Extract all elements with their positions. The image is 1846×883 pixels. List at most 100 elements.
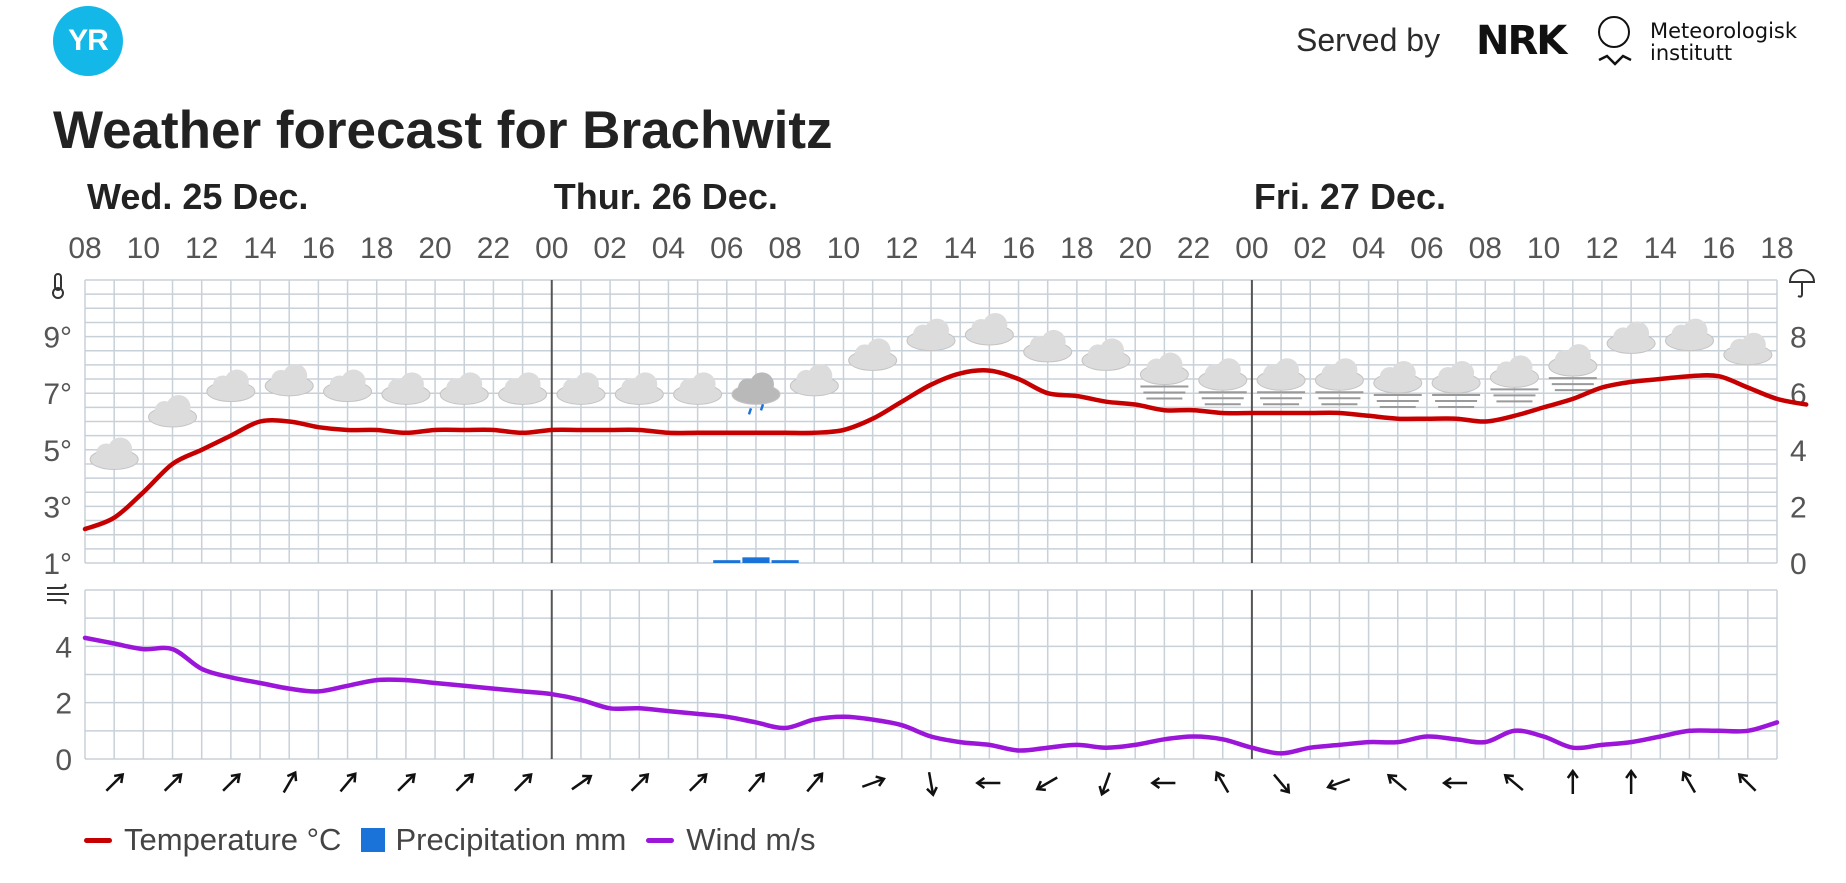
wind-direction-arrow: [688, 772, 708, 792]
x-tick-label: 14: [243, 232, 276, 265]
thermometer-bulb: [52, 287, 64, 299]
cloud-icon: [1664, 318, 1714, 352]
cloud-fill: [1317, 375, 1362, 390]
arrow-shaft: [282, 772, 296, 794]
arrow-head: [1035, 780, 1046, 792]
temp-y-tick: 5°: [43, 435, 72, 468]
x-tick-label: 20: [1119, 232, 1152, 265]
cloud-fill: [1725, 349, 1770, 364]
wind-direction-arrow: [926, 771, 938, 797]
nrk-logo[interactable]: NRK: [1476, 18, 1567, 64]
cloud-icon: [673, 372, 723, 405]
cloud-fill: [500, 389, 545, 404]
wind-direction-arrow: [1035, 776, 1058, 792]
x-tick-label: 16: [302, 232, 335, 265]
met-logo-circle: [1598, 16, 1630, 48]
wind-direction-arrow: [1737, 772, 1757, 792]
served-by-label: Served by: [1296, 22, 1441, 58]
temperature-line: [82, 368, 1809, 532]
cloud-fill: [1550, 361, 1595, 376]
wind-direction-arrow: [806, 772, 824, 793]
wind-direction-arrow: [339, 772, 357, 793]
arrow-head: [975, 776, 986, 790]
yr-logo[interactable]: YR: [53, 6, 123, 76]
x-tick-label: 04: [652, 232, 685, 265]
umbrella-handle: [1797, 282, 1803, 298]
cloud-fill: [617, 389, 662, 404]
precip-y-tick: 0: [1790, 548, 1807, 581]
arrow-head: [1681, 770, 1692, 782]
fog-cloud-icon: [1314, 358, 1364, 406]
cloud-icon: [1023, 329, 1073, 363]
cloud-fill: [1025, 346, 1070, 361]
rain-cloud-icon: [731, 372, 781, 415]
rain-drop: [747, 407, 753, 415]
wind-direction-arrow: [1273, 773, 1291, 794]
cloud-fill: [1434, 378, 1479, 393]
cloud-fill: [733, 389, 778, 404]
arrow-head: [639, 772, 650, 784]
x-tick-label: 00: [1235, 232, 1268, 265]
cloud-fill: [909, 335, 953, 350]
thermometer-icon: [52, 273, 64, 299]
arrow-head: [1098, 785, 1110, 797]
cloud-icon: [556, 372, 606, 405]
cloud-icon: [439, 372, 489, 405]
cloud-icon: [1606, 321, 1656, 354]
fog-cloud-icon: [1198, 358, 1248, 406]
cloud-icon: [1723, 332, 1773, 366]
cloud-icon: [89, 437, 139, 470]
arrow-shaft: [1328, 778, 1351, 788]
legend-temperature-label: Temperature °C: [124, 822, 342, 857]
thermometer-tube: [54, 273, 62, 291]
x-tick-label: 20: [418, 232, 451, 265]
x-tick-label: 08: [1469, 232, 1502, 265]
fog-cloud-icon: [1548, 344, 1598, 392]
fog-cloud-icon: [1139, 352, 1189, 400]
wind-direction-arrow: [1150, 776, 1176, 790]
cloud-icon: [848, 338, 898, 371]
arrow-head: [172, 772, 183, 784]
wind-direction-arrow: [282, 770, 298, 794]
cloud-fill: [1667, 335, 1712, 350]
wind-direction-arrow: [747, 772, 766, 793]
cloud-fill: [1609, 338, 1654, 353]
x-tick-label: 14: [943, 232, 976, 265]
day-label: Wed. 25 Dec.: [87, 176, 308, 217]
arrow-shaft: [1101, 772, 1111, 794]
arrow-shaft: [105, 774, 123, 792]
forecast-chart: Wed. 25 Dec. Thur. 26 Dec. Fri. 27 Dec.08 1…: [43, 176, 1816, 797]
cloud-fill: [325, 386, 370, 401]
x-tick-label: 08: [768, 232, 801, 265]
wind-direction-arrow: [513, 772, 533, 792]
arrow-head: [286, 770, 298, 782]
x-tick-label: 00: [535, 232, 568, 265]
cloud-icon: [789, 363, 839, 397]
cloud-fill: [150, 412, 195, 427]
cloud-fill: [1200, 375, 1245, 390]
met-logo-text: Meteorologisk institutt: [1650, 19, 1798, 65]
cloud-fill: [850, 355, 895, 370]
cloud-fill: [442, 389, 487, 404]
cloud-icon: [206, 369, 256, 403]
cloud-fill: [92, 454, 137, 469]
arrow-head: [1386, 773, 1398, 784]
arrow-shaft: [339, 773, 356, 793]
cloud-fill: [1084, 355, 1129, 370]
legend-temperature-swatch: [84, 837, 112, 843]
fog-cloud-icon: [1373, 361, 1423, 409]
page-title: Weather forecast for Brachwitz: [53, 101, 833, 160]
x-tick-label: 12: [1585, 232, 1618, 265]
arrow-head: [1503, 773, 1514, 784]
x-tick-label: 02: [1294, 232, 1327, 265]
cloud-icon: [1081, 338, 1131, 371]
x-tick-label: 16: [1702, 232, 1735, 265]
arrow-shaft: [455, 774, 473, 792]
arrow-head: [1150, 776, 1161, 790]
cloud-fill: [1492, 372, 1537, 387]
precip-y-tick: 2: [1790, 491, 1807, 524]
arrow-head: [813, 772, 824, 783]
arrow-head: [582, 774, 593, 785]
wind-direction-arrow: [222, 772, 241, 792]
arrow-head: [346, 772, 357, 783]
